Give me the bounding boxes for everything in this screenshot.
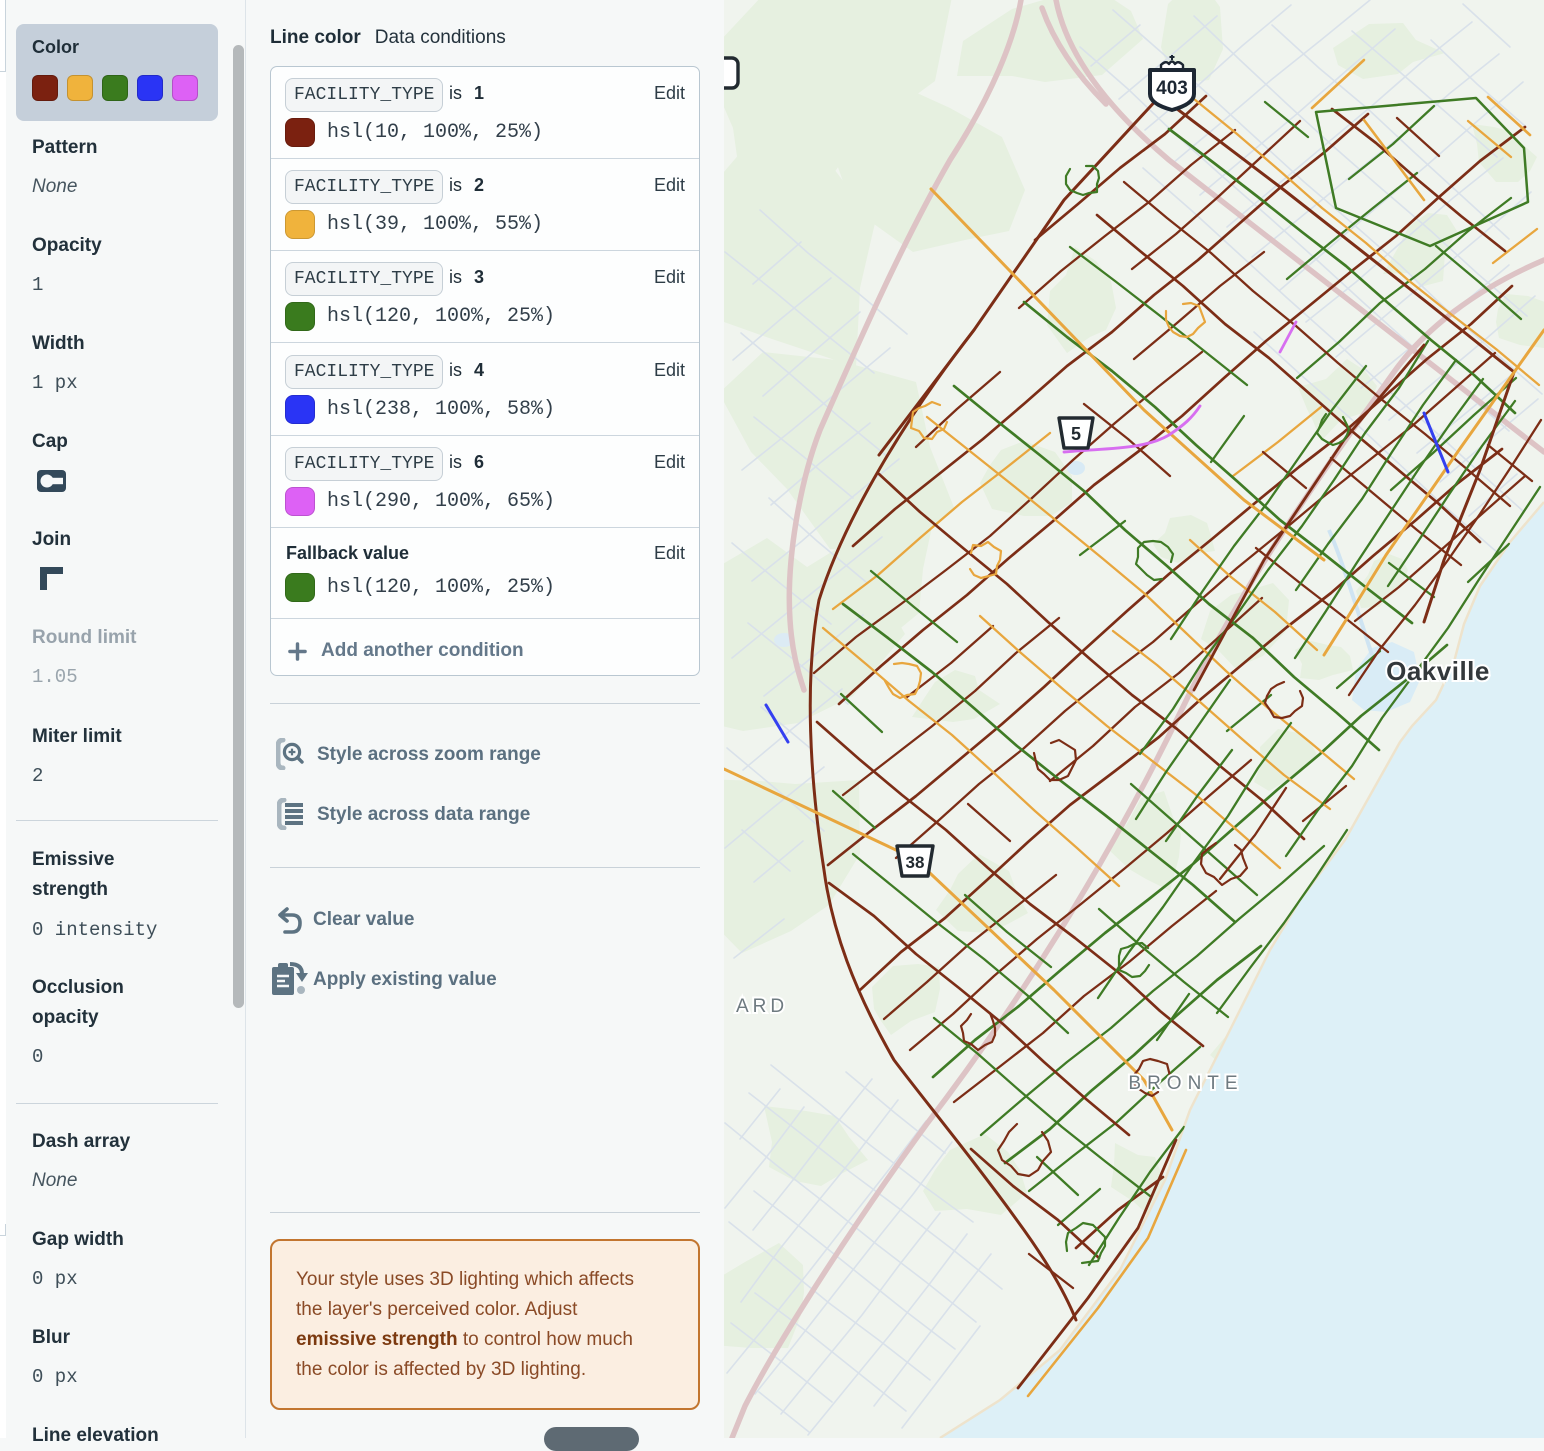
svg-text:Oakville: Oakville: [1386, 656, 1490, 686]
svg-text:BRONTE: BRONTE: [1128, 1073, 1243, 1094]
svg-text:403: 403: [1156, 78, 1188, 99]
svg-text:5: 5: [1071, 424, 1081, 444]
svg-text:ARD: ARD: [736, 996, 788, 1017]
svg-text:38: 38: [906, 853, 925, 872]
